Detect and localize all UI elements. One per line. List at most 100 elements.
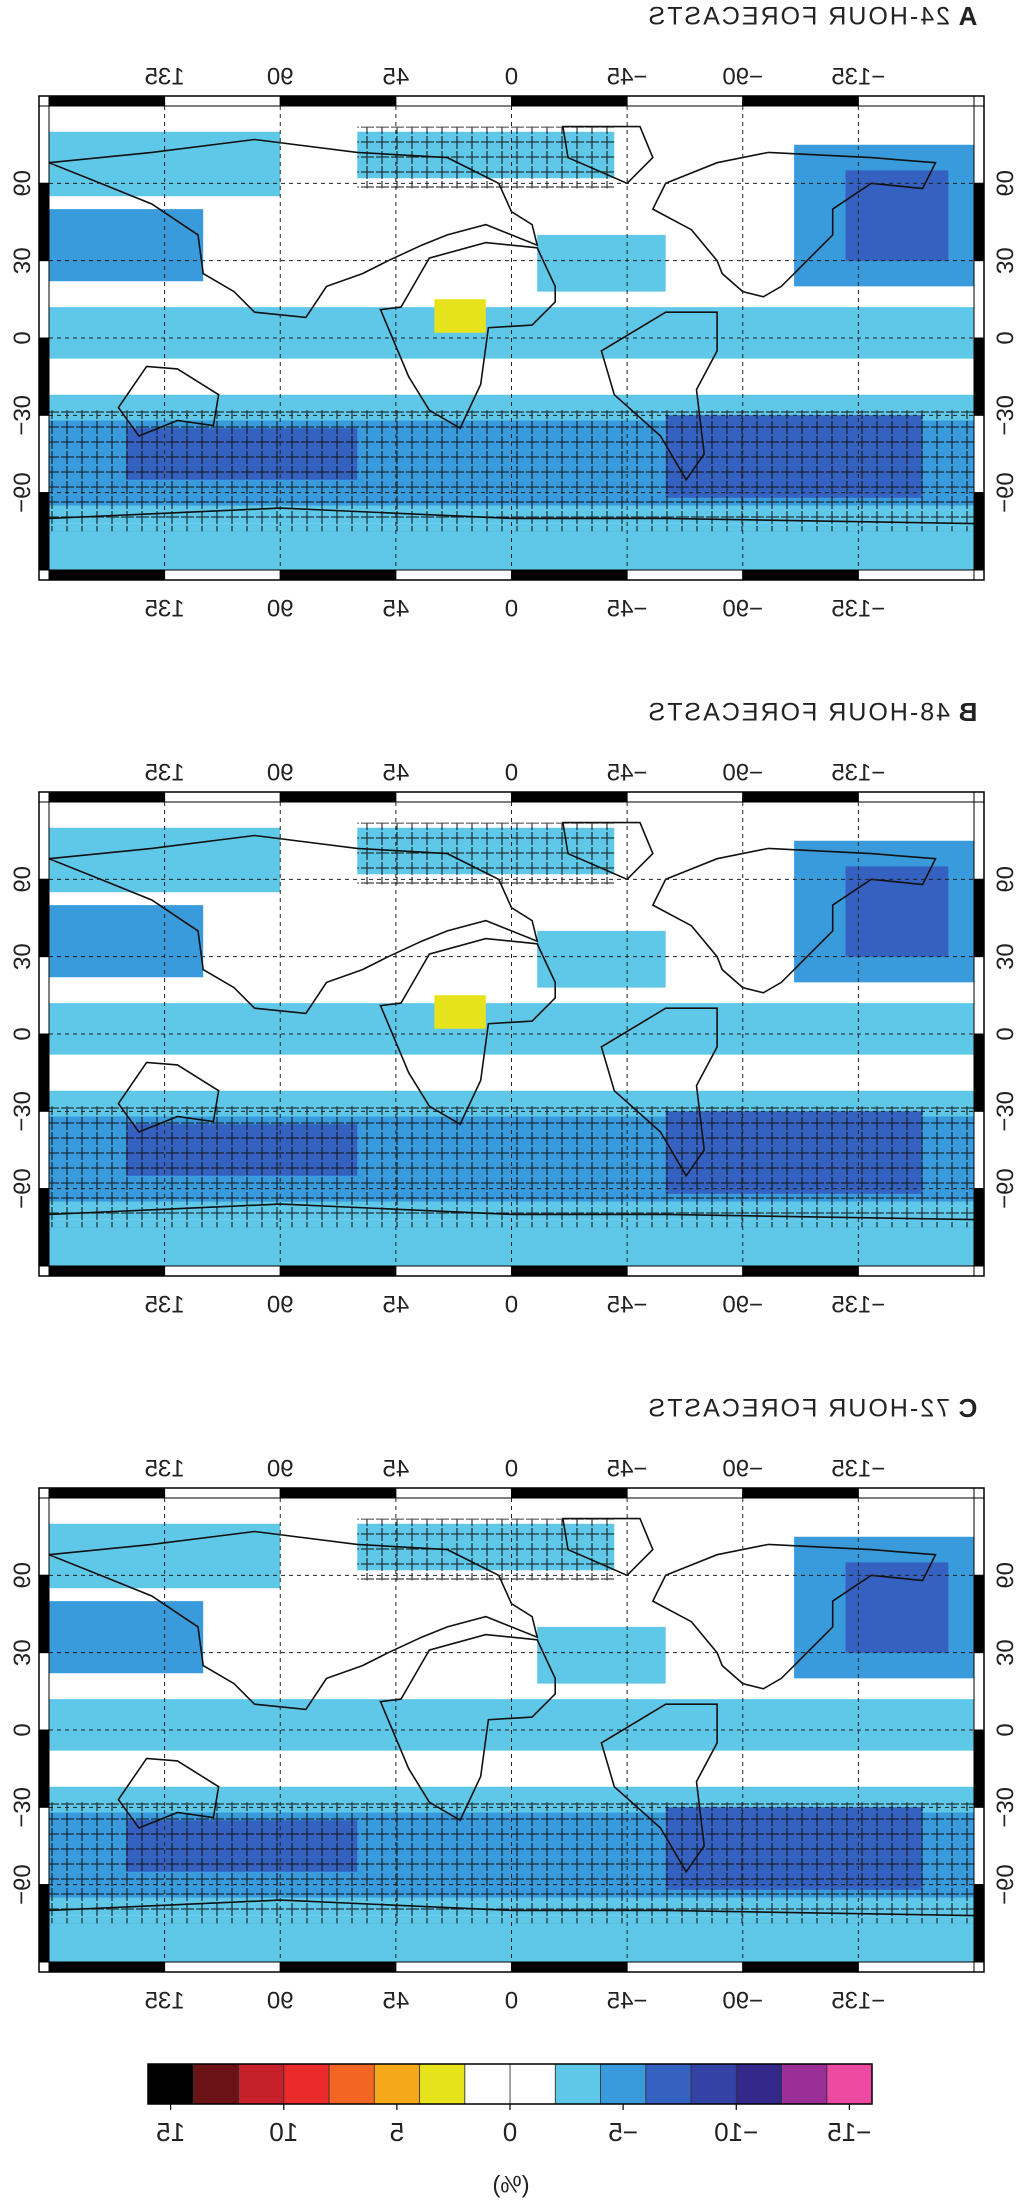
coastline [117, 1061, 220, 1133]
anomaly-region [537, 1626, 666, 1684]
frame-strip [279, 1487, 397, 1499]
colorbar-tick-label: 5 [390, 2117, 404, 2147]
panel-title: 24-HOUR FORECASTS [647, 3, 950, 31]
frame-strip [973, 1884, 985, 1963]
lat-tick-label: 30 [991, 247, 1018, 274]
frame-strip [626, 1961, 744, 1973]
frame-strip [511, 569, 628, 581]
lon-tick-label: 90 [267, 1291, 294, 1318]
lat-tick-label: 60 [8, 170, 35, 197]
lat-tick-label: 30 [991, 943, 1018, 970]
frame-strip [511, 791, 628, 803]
map-panel: C 72-HOUR FORECASTS −135 −135 −90 −90 −45 −45 0 0… [8, 1393, 1018, 2014]
frame-strip [164, 1487, 281, 1499]
lon-tick-label: 0 [505, 63, 518, 90]
lat-tick-label: −30 [991, 395, 1018, 436]
frame-strip [973, 878, 985, 958]
panel-title: 72-HOUR FORECASTS [647, 1395, 950, 1423]
anomaly-region [537, 930, 666, 988]
lat-tick-label: 60 [991, 866, 1018, 893]
lat-tick-label: 0 [991, 1723, 1018, 1736]
significance-hatch [357, 822, 615, 885]
lon-tick-label: −45 [607, 63, 648, 90]
lat-tick-label: 60 [991, 170, 1018, 197]
anomaly-region [845, 866, 949, 957]
colorbar-swatch [600, 2063, 647, 2105]
lon-tick-label: 45 [383, 1987, 410, 2014]
panel-label: C [958, 1393, 977, 1423]
lat-tick-label: −60 [8, 1864, 35, 1905]
coastline [49, 507, 974, 525]
colorbar-swatch [238, 2063, 285, 2105]
lat-tick-label: −30 [8, 1091, 35, 1132]
frame-strip [742, 1487, 859, 1499]
frame-strip [626, 791, 744, 803]
frame-strip [164, 569, 281, 581]
frame-strip [48, 1961, 166, 1973]
lat-tick-label: −60 [8, 472, 35, 513]
coastline [379, 937, 556, 1126]
frame-strip [626, 569, 744, 581]
frame-strip [38, 414, 50, 494]
lat-tick-label: −30 [991, 1091, 1018, 1132]
colorbar-swatch [464, 2063, 511, 2105]
lat-tick-label: 0 [991, 331, 1018, 344]
frame-strip [511, 1487, 628, 1499]
lat-tick-label: 30 [8, 247, 35, 274]
frame-strip [857, 569, 975, 581]
frame-strip [38, 956, 50, 1035]
lon-tick-label: 45 [383, 759, 410, 786]
frame-strip [511, 95, 628, 107]
frame-strip [38, 878, 50, 958]
lon-tick-label: −135 [831, 1455, 885, 1482]
frame-strip [38, 1806, 50, 1886]
colorbar-swatch [419, 2063, 466, 2105]
frame-strip [742, 791, 859, 803]
lat-tick-label: −60 [991, 1864, 1018, 1905]
colorbar-swatch [192, 2063, 239, 2105]
lon-tick-label: 0 [505, 1987, 518, 2014]
lat-tick-label: 0 [8, 331, 35, 344]
lon-tick-label: −90 [722, 63, 763, 90]
frame-strip [973, 182, 985, 262]
colorbar-swatch [690, 2063, 737, 2105]
map-panel: A 24-HOUR FORECASTS −135 −135 −90 −90 −45 −45 0 0… [8, 1, 1018, 622]
frame-strip [973, 1652, 985, 1731]
frame-strip [973, 337, 985, 416]
positive-region [434, 995, 486, 1029]
frame-strip [395, 791, 512, 803]
colorbar-swatch [328, 2063, 375, 2105]
colorbar-tick-label: −5 [608, 2117, 638, 2147]
frame-strip [38, 105, 50, 184]
frame-strip [38, 337, 50, 416]
colorbar-tick-label: −15 [827, 2117, 871, 2147]
frame-strip [742, 569, 859, 581]
anomaly-region [845, 1562, 949, 1653]
lon-tick-label: −45 [607, 1291, 648, 1318]
lat-tick-label: −60 [991, 472, 1018, 513]
coastline [561, 1517, 654, 1577]
lon-tick-label: 45 [383, 1455, 410, 1482]
lat-tick-label: −60 [991, 1168, 1018, 1209]
coastline [600, 1703, 718, 1874]
colorbar-swatch [554, 2063, 601, 2105]
lon-tick-label: −90 [722, 1455, 763, 1482]
frame-strip [857, 791, 975, 803]
lon-tick-label: −135 [831, 63, 885, 90]
frame-strip [626, 1265, 744, 1277]
colorbar-tick-label: 10 [269, 2117, 298, 2147]
frame-strip [279, 1265, 397, 1277]
colorbar-tick-label: 15 [156, 2117, 185, 2147]
lon-tick-label: 0 [505, 595, 518, 622]
frame-strip [973, 1110, 985, 1190]
frame-strip [395, 1487, 512, 1499]
coastline [561, 125, 654, 185]
frame-strip [38, 492, 50, 571]
lat-tick-label: −60 [8, 1168, 35, 1209]
lat-tick-label: 30 [8, 943, 35, 970]
frame-strip [742, 95, 859, 107]
significance-hatch [357, 1518, 615, 1581]
lon-tick-label: 135 [145, 1455, 185, 1482]
panel-label: A [958, 1, 977, 31]
coastline [49, 1203, 974, 1221]
